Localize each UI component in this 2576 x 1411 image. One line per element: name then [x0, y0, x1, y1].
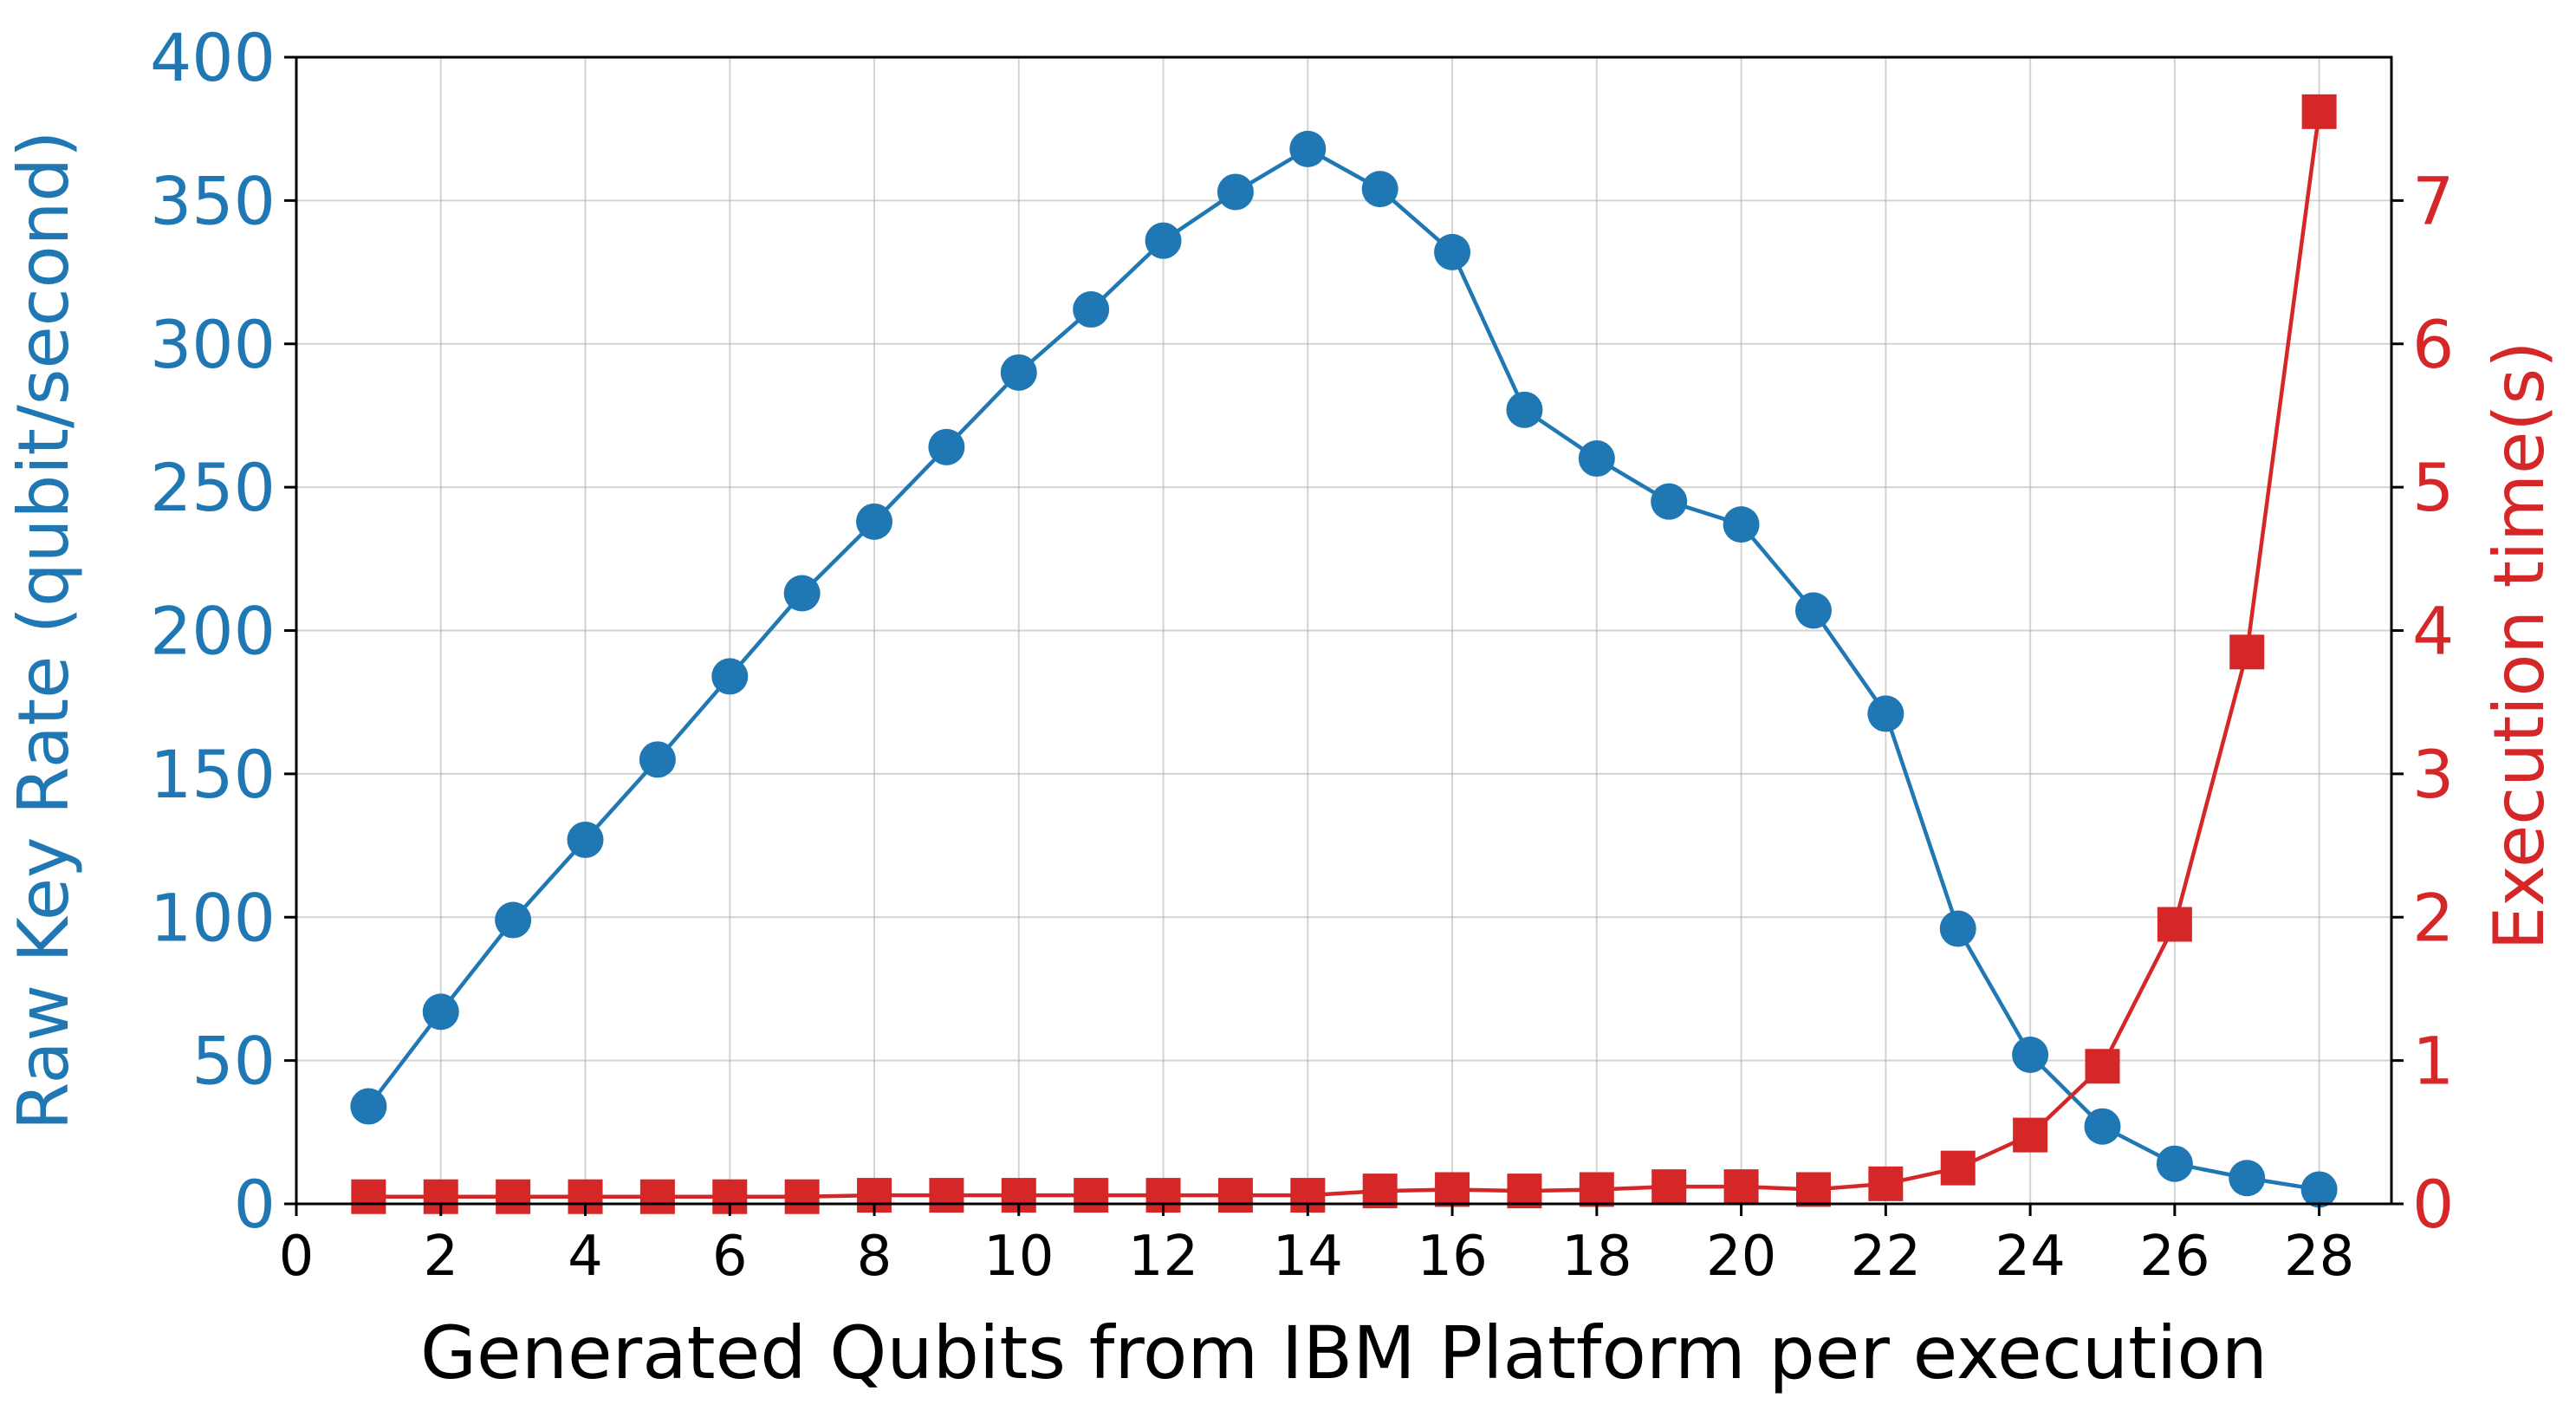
grid-lines: [295, 56, 2391, 1205]
left-y-axis-label: Raw Key Rate (qubit/second): [3, 131, 84, 1131]
execution-time-point: [1651, 1169, 1687, 1205]
right-y-tick-label: 1: [2412, 1023, 2454, 1100]
execution-time-point: [1074, 1178, 1109, 1213]
raw-key-rate-point: [2300, 1171, 2338, 1208]
execution-time-point: [784, 1179, 820, 1214]
right-y-tick-label: 2: [2412, 879, 2454, 956]
execution-time-point: [2013, 1117, 2048, 1153]
execution-time-point: [1579, 1172, 1614, 1207]
x-tick-label: 22: [1851, 1225, 1921, 1289]
right-series-line: [368, 111, 2321, 1199]
raw-key-rate-point: [1073, 291, 1110, 328]
execution-time-point: [1362, 1174, 1398, 1209]
raw-key-rate-point: [2084, 1108, 2121, 1145]
x-tick-label: 26: [2139, 1225, 2209, 1289]
execution-time-point: [1940, 1150, 1976, 1186]
x-tick-label: 20: [1706, 1225, 1776, 1289]
x-tick-label: 16: [1417, 1225, 1487, 1289]
left-y-tick-label: 50: [191, 1023, 276, 1100]
execution-time-point: [1217, 1178, 1253, 1213]
series-layer: [350, 94, 2338, 1214]
raw-key-rate-point: [2229, 1160, 2266, 1197]
raw-key-rate-point: [422, 993, 459, 1031]
raw-key-rate-point: [1794, 592, 1832, 629]
raw-key-rate-point: [2012, 1037, 2049, 1074]
left-y-tick-label: 100: [150, 879, 276, 956]
execution-time-point: [929, 1178, 964, 1213]
raw-key-rate-point: [1723, 506, 1760, 543]
x-tick-label: 12: [1128, 1225, 1198, 1289]
right-y-tick-label: 6: [2412, 306, 2454, 383]
right-y-tick-label: 5: [2412, 449, 2454, 526]
x-tick-label: 24: [1995, 1225, 2065, 1289]
left-y-tick-label: 400: [150, 19, 276, 96]
execution-time-point: [2301, 94, 2337, 129]
left-y-tick-label: 250: [150, 449, 276, 526]
x-axis-label: Generated Qubits from IBM Platform per e…: [420, 1310, 2268, 1395]
execution-time-point: [496, 1179, 531, 1214]
raw-key-rate-point: [1867, 695, 1904, 732]
left-y-tick-label: 150: [150, 736, 276, 813]
execution-time-point: [2157, 907, 2192, 942]
x-tick-label: 2: [423, 1225, 458, 1289]
left-y-tick-label: 200: [150, 593, 276, 670]
x-tick-label: 4: [568, 1225, 603, 1289]
left-y-tick-label: 300: [150, 306, 276, 383]
x-tick-label: 14: [1273, 1225, 1343, 1289]
raw-key-rate-point: [1578, 440, 1615, 478]
right-y-tick-label: 7: [2412, 162, 2454, 239]
x-tick-label: 18: [1561, 1225, 1632, 1289]
execution-time-point: [1723, 1169, 1759, 1205]
raw-key-rate-point: [1939, 910, 1976, 947]
execution-time-point: [351, 1179, 386, 1214]
raw-key-rate-point: [783, 575, 821, 612]
x-tick-label: 8: [857, 1225, 892, 1289]
right-y-tick-label: 4: [2412, 593, 2454, 670]
raw-key-rate-point: [928, 428, 965, 465]
right-y-axis-label: Execution time(s): [2479, 341, 2560, 951]
x-tick-label: 6: [712, 1225, 748, 1289]
raw-key-rate-point: [495, 901, 532, 939]
right-y-tick-label: 3: [2412, 736, 2454, 813]
raw-key-rate-point: [1651, 483, 1688, 520]
raw-key-rate-point: [1289, 130, 1327, 167]
raw-key-rate-point: [1000, 354, 1037, 391]
raw-key-rate-point: [639, 741, 676, 778]
raw-key-rate-point: [711, 658, 749, 695]
execution-time-point: [1507, 1174, 1542, 1209]
raw-key-rate-point: [350, 1088, 387, 1125]
raw-key-rate-point: [1145, 222, 1182, 259]
ticks-layer: 0 2 4 6 8 10 12 14 16 18 20 22 24 26 28050100150200250…: [150, 19, 2454, 1289]
x-tick-label: 0: [279, 1225, 315, 1289]
raw-key-rate-point: [1506, 391, 1543, 428]
raw-key-rate-point: [567, 821, 604, 858]
execution-time-point: [1435, 1172, 1470, 1207]
raw-key-rate-point: [1217, 173, 1254, 211]
raw-key-rate-point: [2156, 1145, 2193, 1182]
x-tick-label: 28: [2284, 1225, 2354, 1289]
execution-time-point: [2085, 1049, 2120, 1084]
execution-time-point: [1795, 1172, 1831, 1207]
raw-key-rate-point: [856, 503, 893, 540]
left-y-tick-label: 350: [150, 162, 276, 239]
execution-time-point: [639, 1179, 675, 1214]
left-series-line: [367, 146, 2320, 1192]
x-tick-label: 10: [983, 1225, 1054, 1289]
right-y-tick-label: 0: [2412, 1166, 2454, 1243]
raw-key-rate-point: [1361, 171, 1398, 208]
raw-key-rate-point: [1434, 233, 1471, 270]
execution-time-point: [1868, 1166, 1904, 1201]
left-y-tick-label: 0: [234, 1166, 276, 1243]
execution-time-point: [2229, 634, 2265, 670]
